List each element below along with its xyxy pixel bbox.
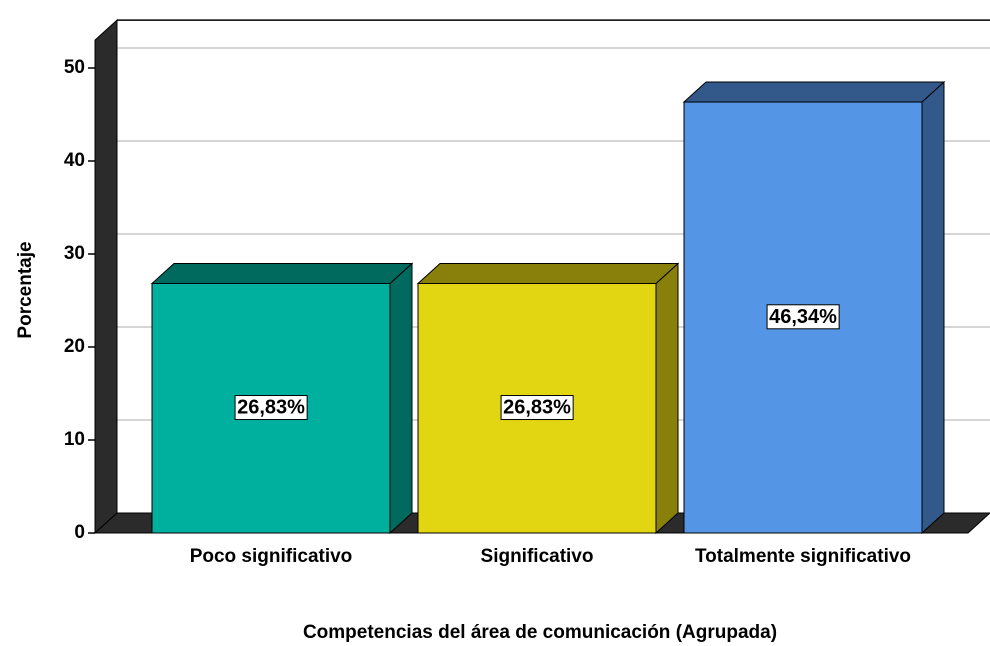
- y-tick-label: 0: [74, 522, 85, 543]
- value-label: 26,83%: [237, 397, 305, 419]
- bar-side: [655, 262, 679, 535]
- value-label-box: [234, 395, 308, 421]
- y-tick-label: 40: [64, 150, 85, 171]
- y-tick-label: 50: [64, 57, 85, 78]
- x-tick-label: Totalmente significativo: [694, 546, 912, 567]
- bar-side: [921, 80, 945, 535]
- bar-group: 46,34%: [682, 80, 946, 535]
- left-wall: [94, 18, 118, 535]
- y-tick-label: 20: [64, 336, 85, 357]
- bar-side: [389, 262, 413, 535]
- x-axis-title: Competencias del área de comunicación (A…: [303, 622, 777, 643]
- x-tick-label: Poco significativo: [189, 546, 353, 567]
- bar-top: [682, 81, 946, 103]
- value-label: 46,34%: [769, 306, 837, 328]
- bar-group: 26,83%: [416, 262, 680, 535]
- value-label-box: [500, 395, 574, 421]
- bar-group: 26,83%: [150, 262, 414, 535]
- y-axis-title: Porcentaje: [15, 241, 36, 338]
- y-tick-label: 10: [64, 429, 85, 450]
- value-label-box: [766, 304, 840, 330]
- x-tick-label: Significativo: [480, 546, 594, 567]
- value-label: 26,83%: [503, 397, 571, 419]
- bar-top: [150, 262, 414, 284]
- bar-top: [416, 262, 680, 284]
- y-tick-label: 30: [64, 243, 85, 264]
